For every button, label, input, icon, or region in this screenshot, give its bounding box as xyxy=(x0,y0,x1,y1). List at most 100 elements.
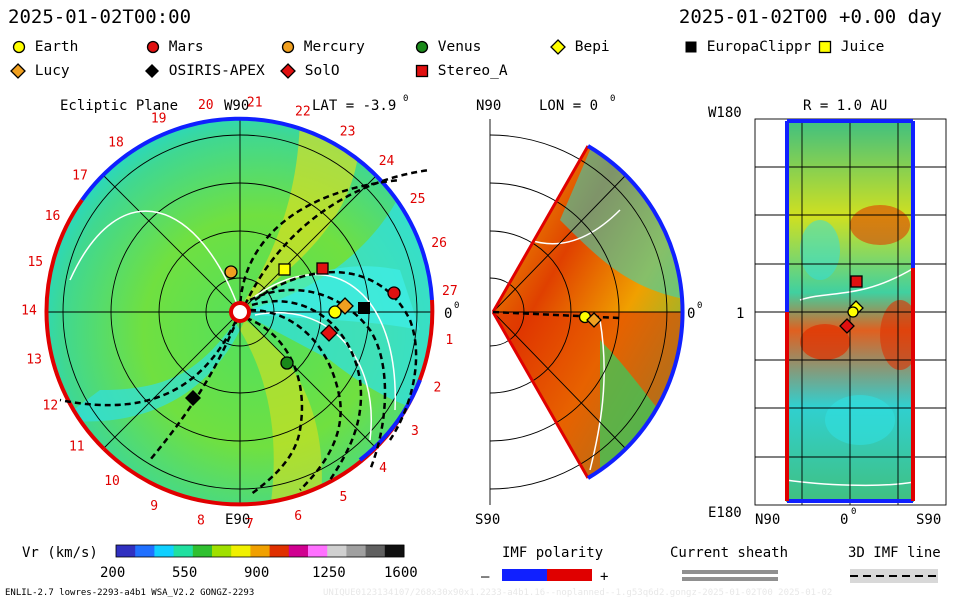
meridional-title: LON = 0 xyxy=(539,98,598,114)
lucy-marker-icon xyxy=(336,297,354,315)
ecliptic-lat-deg: 0 xyxy=(403,94,408,104)
ecliptic-top-label: W90 xyxy=(224,98,249,114)
sphere-mid-left-label: 1 xyxy=(736,306,744,322)
legend-label: Earth xyxy=(34,39,79,55)
venus-marker-icon xyxy=(415,40,429,54)
imf-3d-line-key: 3D IMF line xyxy=(848,545,941,583)
rotation-label: 23 xyxy=(340,125,356,140)
rotation-label: 2 xyxy=(434,380,442,395)
colorbar-segment xyxy=(250,545,271,557)
colorbar-tick: 1250 xyxy=(312,565,346,581)
osiris-apex-marker-icon xyxy=(185,390,201,406)
footer-run-id: UNIQUE0123134107/268x30x90x1.2233-a4b1.1… xyxy=(323,588,833,598)
legend-mercury: Mercury xyxy=(281,39,365,55)
legend-label: Mars xyxy=(168,39,204,55)
juice-marker-icon xyxy=(278,263,291,276)
legend-venus: Venus xyxy=(415,39,481,55)
sphere-x-label-mid: 0 xyxy=(840,512,848,528)
rotation-label: 6 xyxy=(294,509,302,524)
rotation-label: 20 xyxy=(198,98,214,113)
imf-polarity-title: IMF polarity xyxy=(502,545,603,561)
legend-label: Juice xyxy=(840,39,885,55)
colorbar-label: Vr (km/s) xyxy=(22,545,98,561)
lucy-marker-icon xyxy=(10,63,26,79)
legend-label: Mercury xyxy=(303,39,365,55)
imf-minus-label: – xyxy=(481,569,490,585)
europaclippr-marker-icon xyxy=(685,41,697,53)
meridional-panel: N90 LON = 0 0 S90 0 0 xyxy=(475,94,702,528)
rotation-label: 17 xyxy=(72,169,88,184)
legend-label: Stereo_A xyxy=(437,63,508,79)
colorbar-tick: 1600 xyxy=(384,565,418,581)
current-sheath-key: Current sheath xyxy=(670,545,788,581)
stereo-a-marker-icon xyxy=(316,262,329,275)
legend-stereo-a: Stereo_A xyxy=(415,63,508,79)
legend-lucy: Lucy xyxy=(10,63,70,79)
ecliptic-title: Ecliptic Plane xyxy=(60,98,178,114)
sphere-panel: W180 R = 1.0 AU 1 E180 N90 0 0 S90 xyxy=(708,98,947,528)
legend-solo: SolO xyxy=(280,63,340,79)
legend-earth: Earth xyxy=(12,39,78,55)
imf-polarity-key: IMF polarity – + xyxy=(481,545,608,585)
meridional-right-deg: 0 xyxy=(697,301,702,311)
meridional-bottom-label: S90 xyxy=(475,512,500,528)
solo-marker-icon xyxy=(320,324,338,342)
rotation-label: 12 xyxy=(43,398,59,413)
imf-3d-title: 3D IMF line xyxy=(848,545,941,561)
rotation-label: 25 xyxy=(410,192,426,207)
rotation-label: 26 xyxy=(431,236,447,251)
legend-label: SolO xyxy=(304,63,340,79)
rotation-label: 4 xyxy=(379,461,387,476)
colorbar-tick: 200 xyxy=(100,565,125,581)
ecliptic-panel: Ecliptic Plane W90 LAT = -3.9 0 E90 0 0 … xyxy=(21,94,459,532)
colorbar-segment xyxy=(192,545,213,557)
rotation-label: 27 xyxy=(442,284,458,299)
legend-osiris-apex: OSIRIS-APEX xyxy=(144,63,265,79)
colorbar-segment xyxy=(365,545,386,557)
bepi-marker-icon xyxy=(550,39,566,55)
earth-marker-icon xyxy=(328,305,342,319)
legend-mars: Mars xyxy=(146,39,204,55)
stereo-a-marker-icon xyxy=(850,275,863,288)
legend-label: EuropaClippr xyxy=(706,39,812,55)
rotation-label: 18 xyxy=(108,135,124,150)
colorbar-segment xyxy=(384,545,405,557)
legend-bepi: Bepi xyxy=(550,39,610,55)
legend-label: Bepi xyxy=(574,39,610,55)
sun-icon xyxy=(229,301,251,323)
rotation-label: 10 xyxy=(104,474,120,489)
mercury-marker-icon xyxy=(281,40,295,54)
legend-europaclippr: EuropaClippr xyxy=(684,39,812,55)
meridional-top-label: N90 xyxy=(476,98,501,114)
ecliptic-right-label: 0 xyxy=(444,306,452,322)
mars-marker-icon xyxy=(387,286,401,300)
sphere-x-label-left: N90 xyxy=(755,512,780,528)
colorbar-segment xyxy=(212,545,232,557)
colorbar-strip xyxy=(116,545,405,557)
sphere-bottom-left-label: E180 xyxy=(708,505,742,521)
venus-marker-icon xyxy=(280,356,294,370)
imf-plus-label: + xyxy=(600,569,608,585)
legend-juice: Juice xyxy=(818,39,884,55)
rotation-label: 21 xyxy=(247,96,263,111)
stereo-a-marker-icon xyxy=(415,64,429,78)
colorbar-tick: 900 xyxy=(244,565,269,581)
colorbar-segment xyxy=(327,545,347,557)
imf-lines xyxy=(59,168,431,496)
footer-model-info: ENLIL-2.7 lowres-2293-a4b1 WSA_V2.2 GONG… xyxy=(5,588,255,598)
colorbar-segment xyxy=(231,545,251,557)
ecliptic-bottom-label: E90 xyxy=(225,512,250,528)
colorbar-segment xyxy=(308,545,328,557)
header-right-time: 2025-01-02T00 +0.00 day xyxy=(678,6,942,28)
colorbar-segment xyxy=(346,545,367,557)
rotation-label: 3 xyxy=(411,424,419,439)
sphere-x-label-mid-deg: 0 xyxy=(851,507,856,517)
solo-marker-icon xyxy=(839,318,855,334)
sphere-x-label-right: S90 xyxy=(916,512,941,528)
earth-marker-icon xyxy=(12,40,26,54)
colorbar-segment xyxy=(154,545,175,557)
rotation-label: 7 xyxy=(246,517,254,532)
header-left-time: 2025-01-02T00:00 xyxy=(8,6,192,28)
